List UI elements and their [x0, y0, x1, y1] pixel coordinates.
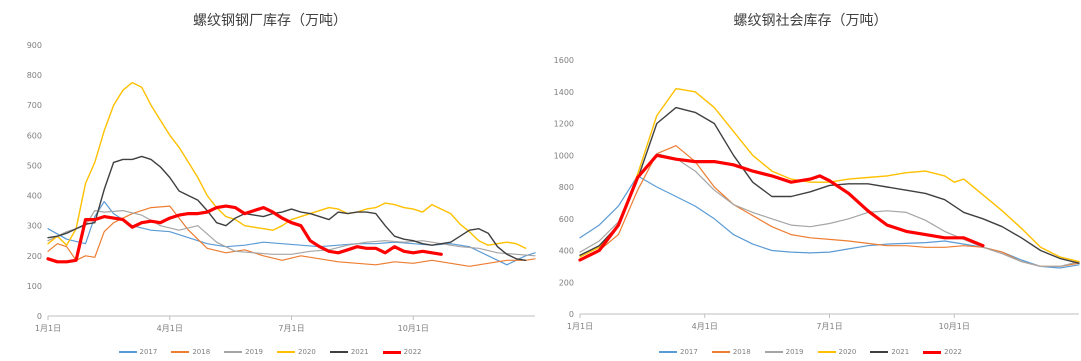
y-tick-label: 300 — [27, 222, 42, 231]
x-tick-label: 4月1日 — [157, 324, 183, 333]
series-line-2021 — [579, 106, 1080, 264]
legend-item-2017: 2017 — [659, 346, 698, 358]
x-tick-label: 10月1日 — [939, 322, 970, 331]
x-tick-label: 1月1日 — [35, 324, 61, 333]
legend-swatch — [817, 351, 836, 353]
series-line-2017 — [47, 201, 536, 266]
y-tick-label: 800 — [559, 183, 574, 192]
legend-item-2021: 2021 — [870, 346, 909, 358]
x-tick-label: 4月1日 — [692, 322, 718, 331]
legend-label: 2021 — [350, 348, 369, 356]
legend-swatch — [870, 351, 889, 353]
x-tick-label: 1月1日 — [567, 322, 593, 331]
legend-label: 2019 — [785, 348, 804, 356]
legend-swatch — [171, 351, 190, 353]
legend-swatch — [711, 351, 730, 353]
y-tick-label: 800 — [27, 71, 42, 80]
chart-legend: 2017 2018 2019 2020 2021 2022 — [540, 346, 1081, 358]
y-tick-label: 600 — [559, 215, 574, 224]
legend-item-2017: 2017 — [118, 346, 158, 358]
chart-social-inventory: 螺纹钢社会库存（万吨） 0 200 400 600 800 1000 1200 1400 160… — [540, 0, 1081, 361]
chart-title: 螺纹钢社会库存（万吨） — [733, 13, 888, 29]
chart-steel-mill-inventory: 螺纹钢钢厂库存（万吨） 0 100 200 300 400 500 600 700 800 900… — [0, 0, 540, 361]
legend-item-2019: 2019 — [224, 346, 263, 358]
legend-label: 2021 — [891, 348, 910, 356]
y-tick-label: 1600 — [554, 56, 574, 65]
y-tick-label: 900 — [27, 41, 42, 50]
chart-legend: 2017 2018 2019 2020 2021 2022 — [0, 346, 540, 358]
y-tick-label: 1200 — [554, 120, 574, 129]
legend-item-2022: 2022 — [382, 346, 422, 358]
legend-label: 2017 — [680, 348, 698, 356]
series-line-2018 — [579, 145, 1080, 267]
legend-item-2018: 2018 — [711, 346, 751, 358]
legend-swatch — [764, 351, 783, 353]
legend-swatch — [277, 351, 295, 353]
legend-label: 2019 — [245, 348, 263, 356]
series-line-2019 — [47, 210, 536, 257]
legend-item-2021: 2021 — [329, 346, 369, 358]
x-tick-label: 10月1日 — [398, 324, 429, 333]
y-tick-label: 700 — [27, 101, 42, 110]
legend-swatch — [224, 351, 243, 353]
y-tick-label: 400 — [27, 192, 42, 201]
legend-item-2022: 2022 — [923, 346, 962, 358]
legend-label: 2022 — [403, 348, 422, 356]
chart-plot-area: 0 100 200 300 400 500 600 700 800 900 1月1日 4月1日 7月1日… — [27, 41, 536, 333]
series-line-2022 — [578, 153, 985, 262]
y-tick-label: 200 — [27, 252, 42, 261]
chart-title: 螺纹钢钢厂库存（万吨） — [193, 13, 347, 29]
legend-item-2019: 2019 — [764, 346, 804, 358]
legend-label: 2020 — [838, 348, 857, 356]
series-line-2020 — [47, 81, 527, 250]
y-tick-label: 400 — [559, 247, 574, 256]
series-line-2020 — [579, 87, 1080, 263]
y-tick-label: 500 — [27, 161, 42, 170]
legend-label: 2018 — [192, 348, 211, 356]
y-tick-label: 200 — [559, 278, 574, 287]
x-tick-label: 7月1日 — [816, 322, 842, 331]
series-line-2018 — [47, 205, 536, 267]
y-tick-label: 0 — [569, 310, 574, 319]
legend-item-2020: 2020 — [817, 346, 857, 358]
series-line-2019 — [579, 153, 1080, 267]
legend-swatch — [118, 351, 137, 353]
y-tick-label: 1000 — [554, 151, 574, 160]
y-tick-label: 0 — [37, 312, 42, 321]
legend-label: 2018 — [732, 348, 751, 356]
chart-plot-area: 0 200 400 600 800 1000 1200 1400 1600 1月1日 4月1日 7月1… — [554, 56, 1080, 331]
legend-label: 2020 — [298, 348, 316, 356]
legend-swatch — [329, 351, 348, 353]
legend-label: 2017 — [139, 348, 158, 356]
legend-item-2020: 2020 — [277, 346, 316, 358]
legend-swatch — [659, 351, 678, 353]
y-tick-label: 600 — [27, 131, 42, 140]
legend-label: 2022 — [944, 348, 962, 356]
x-tick-label: 7月1日 — [278, 324, 304, 333]
y-tick-label: 100 — [27, 282, 42, 291]
series-line-2021 — [47, 155, 527, 261]
legend-swatch — [923, 350, 942, 354]
legend-item-2018: 2018 — [171, 346, 210, 358]
y-tick-label: 1400 — [554, 88, 574, 97]
series-line-2022 — [46, 204, 443, 264]
legend-swatch — [382, 350, 401, 354]
